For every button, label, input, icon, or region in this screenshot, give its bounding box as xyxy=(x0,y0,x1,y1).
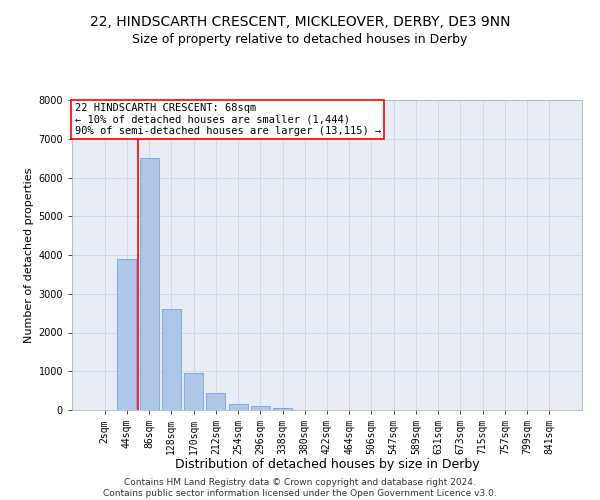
Bar xyxy=(206,394,225,410)
Bar xyxy=(118,259,136,410)
Y-axis label: Number of detached properties: Number of detached properties xyxy=(24,168,34,342)
Bar xyxy=(251,406,270,410)
Bar xyxy=(229,404,248,410)
Bar xyxy=(273,408,292,410)
Bar xyxy=(140,158,158,410)
Text: 22 HINDSCARTH CRESCENT: 68sqm
← 10% of detached houses are smaller (1,444)
90% o: 22 HINDSCARTH CRESCENT: 68sqm ← 10% of d… xyxy=(74,103,381,136)
Bar xyxy=(184,373,203,410)
Text: 22, HINDSCARTH CRESCENT, MICKLEOVER, DERBY, DE3 9NN: 22, HINDSCARTH CRESCENT, MICKLEOVER, DER… xyxy=(90,15,510,29)
X-axis label: Distribution of detached houses by size in Derby: Distribution of detached houses by size … xyxy=(175,458,479,471)
Text: Size of property relative to detached houses in Derby: Size of property relative to detached ho… xyxy=(133,32,467,46)
Text: Contains HM Land Registry data © Crown copyright and database right 2024.
Contai: Contains HM Land Registry data © Crown c… xyxy=(103,478,497,498)
Bar xyxy=(162,309,181,410)
